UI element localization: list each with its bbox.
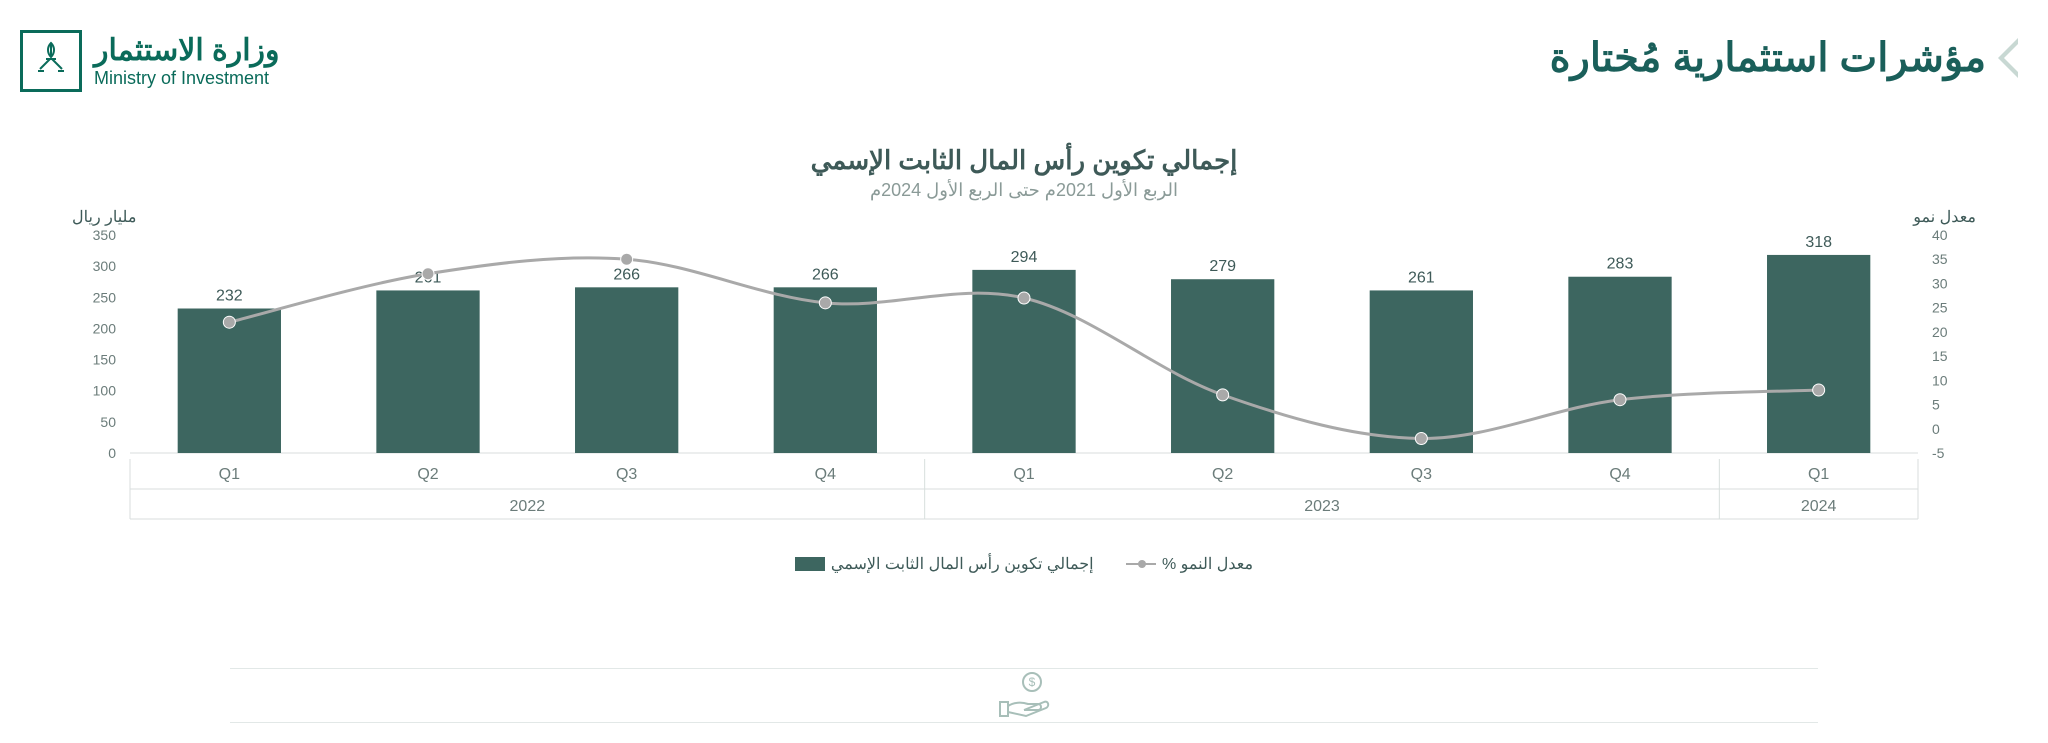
svg-text:15: 15 (1932, 348, 1948, 364)
combo-chart: 0 50 100 150 200 250 300 350 -5 0 5 10 15 20 25 30 35 40 2… (40, 213, 2008, 543)
bar (1767, 255, 1870, 453)
logo-emblem (20, 30, 82, 92)
y-left-axis-label: مليار ريال (72, 207, 136, 227)
x-category-label: Q4 (815, 466, 836, 483)
bar (575, 287, 678, 453)
y-right-axis-label: معدل نمو (1913, 207, 1976, 227)
svg-text:25: 25 (1932, 300, 1948, 316)
growth-marker (1217, 389, 1229, 401)
palm-swords-icon (32, 39, 70, 84)
legend-line-swatch (1126, 563, 1156, 565)
svg-text:0: 0 (108, 445, 116, 461)
x-category-label: Q2 (1212, 466, 1233, 483)
x-category-label: Q2 (417, 466, 438, 483)
svg-text:30: 30 (1932, 275, 1948, 291)
logo-text-arabic: وزارة الاستثمار (94, 33, 280, 68)
bar-value-label: 318 (1805, 234, 1832, 251)
svg-text:35: 35 (1932, 251, 1948, 267)
ministry-logo: وزارة الاستثمار Ministry of Investment (20, 30, 280, 92)
chart-legend: معدل النمو % إجمالي تكوين رأس المال الثا… (40, 554, 2008, 574)
x-category-label: Q3 (1411, 466, 1432, 483)
page-title-block: مؤشرات استثمارية مُختارة (1550, 35, 2018, 81)
growth-marker (1614, 394, 1626, 406)
svg-text:150: 150 (93, 352, 117, 368)
growth-marker (422, 268, 434, 280)
year-group-label: 2024 (1801, 498, 1837, 515)
svg-text:20: 20 (1932, 324, 1948, 340)
svg-text:-5: -5 (1932, 445, 1945, 461)
chart-title: إجمالي تكوين رأس المال الثابت الإسمي (40, 145, 2008, 176)
x-category-label: Q1 (1808, 466, 1829, 483)
svg-text:10: 10 (1932, 372, 1948, 388)
bar-value-label: 266 (613, 266, 640, 283)
legend-bar-swatch (795, 557, 825, 571)
bar-value-label: 232 (216, 287, 243, 304)
svg-text:100: 100 (93, 383, 117, 399)
logo-text-english: Ministry of Investment (94, 68, 280, 89)
year-group-label: 2022 (510, 498, 546, 515)
growth-marker (223, 316, 235, 328)
svg-text:200: 200 (93, 320, 117, 336)
x-category-label: Q3 (616, 466, 637, 483)
bar-value-label: 294 (1011, 249, 1038, 266)
year-group-label: 2023 (1304, 498, 1340, 515)
svg-text:250: 250 (93, 289, 117, 305)
bar (1171, 279, 1274, 453)
svg-text:40: 40 (1932, 227, 1948, 243)
bar-value-label: 261 (1408, 269, 1435, 286)
bar (1370, 290, 1473, 453)
growth-marker (1813, 384, 1825, 396)
svg-text:5: 5 (1932, 397, 1940, 413)
bar (774, 287, 877, 453)
growth-marker (1018, 292, 1030, 304)
chevron-left-icon (1998, 38, 2018, 78)
bar-value-label: 279 (1209, 258, 1236, 275)
bar (1568, 277, 1671, 453)
growth-marker (819, 297, 831, 309)
legend-line-item: معدل النمو % (1126, 554, 1253, 574)
growth-marker (621, 253, 633, 265)
x-category-label: Q1 (1013, 466, 1034, 483)
svg-text:300: 300 (93, 258, 117, 274)
legend-bar-label: إجمالي تكوين رأس المال الثابت الإسمي (831, 554, 1094, 574)
svg-text:350: 350 (93, 227, 117, 243)
divider-bottom (230, 722, 1818, 723)
svg-text:$: $ (1029, 675, 1036, 689)
growth-marker (1415, 432, 1427, 444)
svg-text:50: 50 (100, 414, 116, 430)
bar (178, 308, 281, 453)
bar-value-label: 283 (1607, 256, 1634, 273)
svg-text:0: 0 (1932, 421, 1940, 437)
legend-bar-item: إجمالي تكوين رأس المال الثابت الإسمي (795, 554, 1094, 574)
page-title: مؤشرات استثمارية مُختارة (1550, 35, 1986, 81)
chart-subtitle: الربع الأول 2021م حتى الربع الأول 2024م (40, 180, 2008, 201)
bar-value-label: 266 (812, 266, 839, 283)
x-category-label: Q4 (1609, 466, 1630, 483)
x-category-label: Q1 (219, 466, 240, 483)
bar (376, 290, 479, 453)
chart-container: إجمالي تكوين رأس المال الثابت الإسمي الر… (40, 145, 2008, 574)
legend-line-label: معدل النمو % (1162, 554, 1253, 574)
money-hand-icon: $ (994, 668, 1054, 725)
